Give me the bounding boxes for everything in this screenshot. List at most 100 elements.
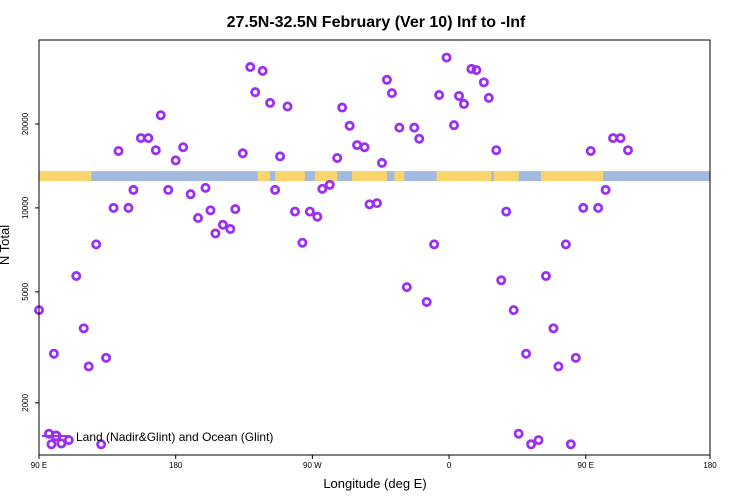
data-point bbox=[265, 97, 276, 108]
land-strip-segment bbox=[541, 171, 604, 182]
chart-title: 27.5N-32.5N February (Ver 10) Inf to -In… bbox=[227, 14, 526, 31]
data-point bbox=[250, 87, 261, 98]
data-point bbox=[163, 184, 174, 195]
data-point bbox=[483, 92, 494, 103]
data-point bbox=[48, 348, 59, 359]
data-point bbox=[210, 228, 221, 239]
x-axis-label: Longitude (deg E) bbox=[323, 476, 426, 491]
data-point bbox=[91, 239, 102, 250]
data-point bbox=[178, 142, 189, 153]
data-point bbox=[453, 90, 464, 101]
y-tick-label: 10000 bbox=[21, 196, 30, 219]
data-point bbox=[185, 189, 196, 200]
y-tick-label: 5000 bbox=[21, 282, 30, 300]
legend-marker bbox=[50, 430, 62, 442]
data-point bbox=[78, 323, 89, 334]
data-point bbox=[458, 98, 469, 109]
data-point bbox=[560, 239, 571, 250]
data-points bbox=[34, 52, 633, 450]
data-point bbox=[205, 205, 216, 216]
data-point bbox=[600, 184, 611, 195]
data-point bbox=[230, 204, 241, 215]
data-point bbox=[394, 122, 405, 133]
y-tick-label: 20000 bbox=[21, 112, 30, 135]
x-tick-label: 180 bbox=[703, 461, 717, 470]
data-point bbox=[478, 77, 489, 88]
data-point bbox=[429, 239, 440, 250]
data-point bbox=[312, 211, 323, 222]
land-strip-segment bbox=[436, 171, 492, 182]
land-strip-segment bbox=[493, 171, 519, 182]
x-tick-label: 0 bbox=[447, 461, 452, 470]
data-point bbox=[245, 62, 256, 73]
land-strip-segment bbox=[39, 171, 89, 182]
data-point bbox=[565, 439, 576, 450]
data-point bbox=[421, 296, 432, 307]
data-point bbox=[317, 183, 328, 194]
data-point bbox=[275, 151, 286, 162]
data-point bbox=[101, 352, 112, 363]
land-strip-segment bbox=[394, 171, 405, 182]
data-point bbox=[143, 133, 154, 144]
data-point bbox=[83, 361, 94, 372]
land-strip-segment bbox=[314, 171, 338, 182]
y-axis-label: N Total bbox=[0, 225, 12, 265]
land-strip-segment bbox=[352, 171, 387, 182]
data-point bbox=[533, 435, 544, 446]
data-point bbox=[449, 120, 460, 131]
data-point bbox=[364, 199, 375, 210]
data-point bbox=[622, 145, 633, 156]
data-point bbox=[540, 270, 551, 281]
data-point bbox=[71, 270, 82, 281]
data-point bbox=[381, 74, 392, 85]
data-point bbox=[414, 133, 425, 144]
data-point bbox=[217, 219, 228, 230]
x-tick-label: 90 E bbox=[31, 461, 47, 470]
data-point bbox=[225, 224, 236, 235]
data-point bbox=[46, 439, 57, 450]
data-point bbox=[96, 439, 107, 450]
data-point bbox=[521, 348, 532, 359]
data-point bbox=[337, 102, 348, 113]
data-point bbox=[585, 145, 596, 156]
x-tick-label: 90 E bbox=[578, 461, 594, 470]
data-point bbox=[282, 101, 293, 112]
data-point bbox=[113, 145, 124, 156]
data-point bbox=[441, 52, 452, 63]
land-strip-segment bbox=[257, 171, 271, 182]
data-point bbox=[496, 275, 507, 286]
data-point bbox=[508, 305, 519, 316]
data-point bbox=[332, 152, 343, 163]
land-strip-segment bbox=[88, 171, 92, 182]
data-point bbox=[128, 184, 139, 195]
legend: Land (Nadir&Glint) and Ocean (Glint) bbox=[42, 430, 273, 444]
data-point bbox=[371, 198, 382, 209]
data-point bbox=[170, 155, 181, 166]
data-point bbox=[471, 65, 482, 76]
data-point bbox=[615, 133, 626, 144]
data-point bbox=[578, 202, 589, 213]
axes: 90 E 180 90 W 0 90 E 180 2000 5000 10000 20000 bbox=[21, 112, 717, 470]
data-point bbox=[257, 65, 268, 76]
data-point bbox=[386, 88, 397, 99]
data-point bbox=[200, 182, 211, 193]
surface-type-strip bbox=[39, 171, 710, 182]
y-tick-label: 2000 bbox=[21, 393, 30, 411]
data-point bbox=[237, 148, 248, 159]
data-point bbox=[553, 361, 564, 372]
data-point bbox=[359, 142, 370, 153]
data-point bbox=[304, 206, 315, 217]
data-point bbox=[344, 120, 355, 131]
data-point bbox=[376, 157, 387, 168]
data-point bbox=[570, 352, 581, 363]
plot-frame bbox=[38, 39, 711, 456]
data-point bbox=[270, 184, 281, 195]
data-point bbox=[491, 145, 502, 156]
data-point bbox=[501, 206, 512, 217]
data-point bbox=[123, 202, 134, 213]
data-point bbox=[434, 90, 445, 101]
data-point bbox=[324, 179, 335, 190]
data-point bbox=[526, 439, 537, 450]
data-point bbox=[108, 202, 119, 213]
